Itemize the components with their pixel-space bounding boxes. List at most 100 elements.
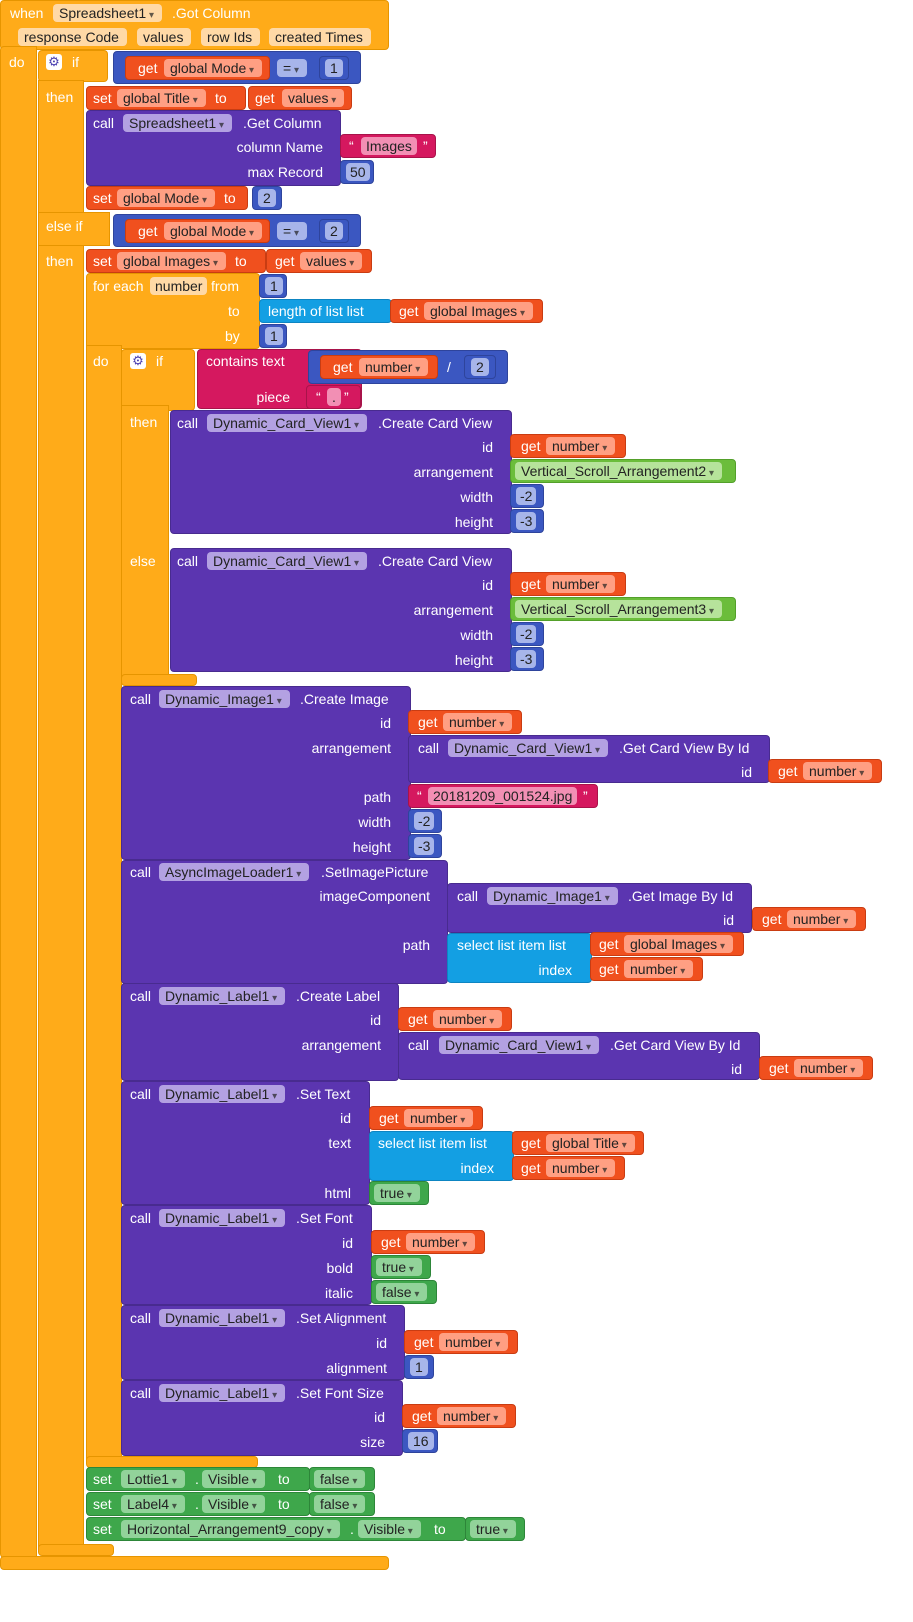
number-field[interactable]: 1 [265,277,283,295]
number-field[interactable]: -3 [516,512,537,530]
component-dropdown[interactable]: Dynamic_Card_View1 [439,1036,600,1054]
number-field[interactable]: -2 [414,812,435,830]
arg-label: id [482,577,493,593]
number-field[interactable]: 2 [471,358,489,376]
boolean-dropdown[interactable]: false [314,1495,366,1513]
set-keyword: set [93,190,112,206]
gear-icon[interactable]: ⚙ [46,54,62,70]
number-field[interactable]: 50 [346,163,370,181]
var-dropdown[interactable]: number [404,1109,474,1127]
arg-label: id [380,715,391,731]
boolean-dropdown[interactable]: false [376,1283,428,1301]
param-values[interactable]: values [137,28,192,46]
number-field[interactable]: -2 [516,487,537,505]
component-dropdown[interactable]: Dynamic_Image1 [159,690,290,708]
property-dropdown[interactable]: Visible [358,1520,421,1538]
dot-separator: . [350,1521,354,1537]
var-dropdown[interactable]: global Title [546,1134,635,1152]
arg-label: id [376,1335,387,1351]
number-field[interactable]: 1 [410,1358,428,1376]
number-field[interactable]: 1 [265,327,283,345]
var-dropdown[interactable]: global Mode [164,222,263,240]
component-dropdown[interactable]: Dynamic_Label1 [159,1384,286,1402]
number-field[interactable]: -2 [516,625,537,643]
param-response-code[interactable]: response Code [18,28,127,46]
operator-dropdown[interactable]: = [277,59,307,77]
var-dropdown[interactable]: number [359,358,429,376]
component-dropdown[interactable]: Dynamic_Label1 [159,1309,286,1327]
component-dropdown[interactable]: Label4 [121,1495,185,1513]
number-field[interactable]: 1 [325,59,343,77]
text-field[interactable]: Images [361,137,417,155]
select-list-item-block[interactable] [369,1131,514,1181]
number-field[interactable]: 2 [325,222,343,240]
component-dropdown[interactable]: Dynamic_Label1 [159,987,286,1005]
var-dropdown[interactable]: global Mode [164,59,263,77]
gear-icon[interactable]: ⚙ [130,353,146,369]
var-dropdown[interactable]: number [787,910,857,928]
param-created-times[interactable]: created Times [269,28,371,46]
var-dropdown[interactable]: global Title [117,89,206,107]
boolean-dropdown[interactable]: true [470,1520,516,1538]
boolean-dropdown[interactable]: true [374,1184,420,1202]
arg-label: height [454,514,493,530]
loop-variable-field[interactable]: number [150,277,208,295]
param-row-ids[interactable]: row Ids [201,28,261,46]
quote-close: ” [583,788,588,804]
var-dropdown[interactable]: number [624,960,694,978]
number-field[interactable]: -3 [414,837,435,855]
number-field[interactable]: -3 [516,650,537,668]
component-dropdown[interactable]: Lottie1 [121,1470,185,1488]
property-dropdown[interactable]: Visible [202,1495,265,1513]
if-keyword: if [156,353,163,369]
number-field[interactable]: 16 [408,1432,434,1450]
number-field[interactable]: 2 [258,189,276,207]
var-dropdown[interactable]: number [546,575,616,593]
arg-label: arrangement [301,1037,381,1053]
component-dropdown[interactable]: Dynamic_Label1 [159,1085,286,1103]
var-dropdown[interactable]: number [437,1407,507,1425]
call-create-image-block[interactable] [121,686,411,860]
var-dropdown[interactable]: number [546,437,616,455]
select-list-item-block[interactable] [447,933,592,983]
text-field[interactable]: 20181209_001524.jpg [428,787,578,805]
var-dropdown[interactable]: global Images [117,252,226,270]
method-label: .Get Column [243,115,322,131]
component-dropdown[interactable]: Spreadsheet1 [123,114,232,132]
var-dropdown[interactable]: global Mode [117,189,216,207]
arg-label: html [324,1185,351,1201]
property-dropdown[interactable]: Visible [202,1470,265,1488]
component-dropdown[interactable]: Dynamic_Image1 [487,887,618,905]
when-keyword: when [10,5,44,21]
component-dropdown[interactable]: Dynamic_Card_View1 [207,552,368,570]
component-dropdown[interactable]: Vertical_Scroll_Arrangement3 [515,600,723,618]
call-keyword: call [177,553,199,569]
var-dropdown[interactable]: number [439,1333,509,1351]
arg-label: text [328,1135,351,1151]
method-label: .Get Image By Id [628,888,734,904]
length-of-list-block[interactable] [259,299,392,323]
component-dropdown[interactable]: AsyncImageLoader1 [159,863,310,881]
boolean-dropdown[interactable]: false [314,1470,366,1488]
var-dropdown[interactable]: global Images [624,935,733,953]
var-dropdown[interactable]: number [433,1010,503,1028]
var-dropdown[interactable]: number [546,1159,616,1177]
component-dropdown[interactable]: Dynamic_Label1 [159,1209,286,1227]
operator-dropdown[interactable]: = [277,222,307,240]
component-dropdown[interactable]: Dynamic_Card_View1 [448,739,609,757]
var-dropdown[interactable]: global Images [424,302,533,320]
from-keyword: from [211,278,239,294]
var-dropdown[interactable]: values [300,252,363,270]
var-dropdown[interactable]: number [443,713,513,731]
var-dropdown[interactable]: number [803,762,873,780]
var-dropdown[interactable]: number [406,1233,476,1251]
text-field[interactable]: . [327,388,341,406]
event-component-dropdown[interactable]: Spreadsheet1 [53,4,162,22]
var-dropdown[interactable]: values [282,89,345,107]
component-dropdown[interactable]: Horizontal_Arrangement9_copy [121,1520,340,1538]
var-dropdown[interactable]: number [794,1059,864,1077]
component-dropdown[interactable]: Dynamic_Card_View1 [207,414,368,432]
boolean-dropdown[interactable]: true [376,1258,422,1276]
to-keyword: to [278,1496,290,1512]
component-dropdown[interactable]: Vertical_Scroll_Arrangement2 [515,462,723,480]
